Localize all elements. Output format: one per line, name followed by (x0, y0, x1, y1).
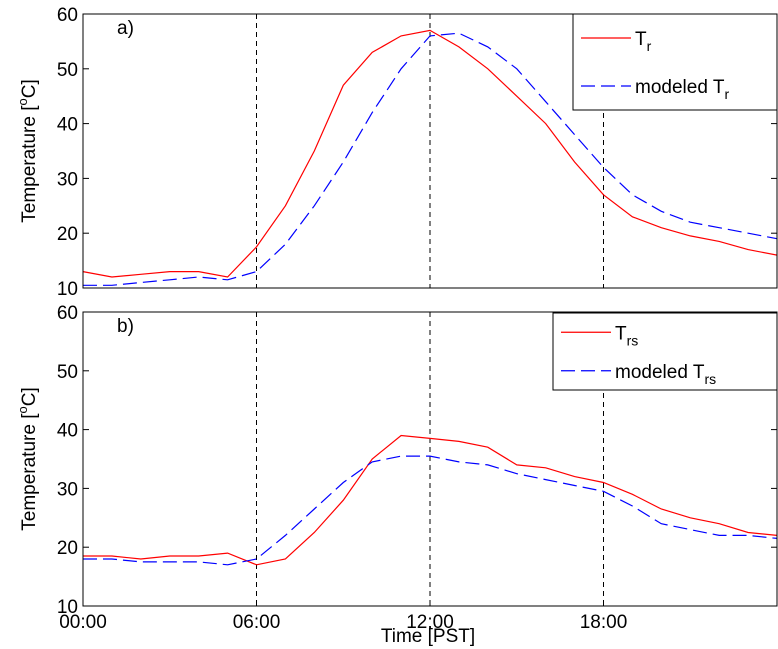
legend-label: modeled Tr (635, 77, 729, 102)
y-tick-label: 20 (57, 538, 78, 559)
y-tick-label: 20 (57, 224, 78, 245)
y-tick-label: 60 (57, 303, 78, 324)
legend-subscript: rs (627, 332, 639, 348)
series-line (83, 455, 778, 566)
legend-name: modeled T (615, 362, 705, 383)
legend-subscript: rs (704, 371, 716, 387)
y-axis-label-text: C] (19, 387, 40, 406)
plot-frame (82, 13, 778, 289)
series-line (82, 29, 778, 278)
y-axis-label-text: C] (19, 79, 40, 98)
legend-name: modeled T (635, 77, 725, 98)
legend-label: Tr (635, 29, 652, 54)
x-tick-label: 00:00 (59, 612, 107, 633)
y-tick-label: 40 (57, 115, 78, 136)
y-tick-label: 10 (57, 597, 78, 618)
plot-frame (82, 311, 778, 607)
panel-label: a) (117, 18, 134, 39)
y-tick-label: 30 (57, 169, 78, 190)
y-axis-label-sup: o (15, 406, 30, 413)
y-tick-label: 10 (57, 279, 78, 300)
x-tick-label: 12:00 (406, 612, 454, 633)
legend-name: T (635, 29, 647, 50)
legend-label: modeled Trs (615, 362, 716, 387)
y-axis-label-sup: o (15, 98, 30, 105)
legend-box (572, 13, 778, 111)
x-tick-label: 18:00 (580, 612, 628, 633)
legend-box (552, 312, 778, 391)
y-tick-label: 60 (57, 5, 78, 26)
panel-label: b) (117, 316, 134, 337)
series-line (83, 434, 778, 566)
y-tick-label: 50 (57, 60, 78, 81)
y-tick-label: 30 (57, 479, 78, 500)
y-axis-label: Temperature [oC] (15, 387, 40, 530)
legend-name: T (615, 323, 627, 344)
y-axis-label-text: Temperature [ (19, 413, 40, 531)
x-tick-label: 06:00 (233, 612, 281, 633)
series-line (83, 32, 778, 286)
y-axis-label-text: Temperature [ (19, 105, 40, 223)
legend-label: Trs (615, 323, 638, 348)
y-tick-label: 40 (57, 421, 78, 442)
legend-subscript: r (647, 38, 652, 54)
legend-subscript: r (724, 86, 729, 102)
y-tick-label: 50 (57, 362, 78, 383)
y-axis-label: Temperature [oC] (15, 79, 40, 222)
x-axis-label: Time [PST] (381, 626, 475, 647)
